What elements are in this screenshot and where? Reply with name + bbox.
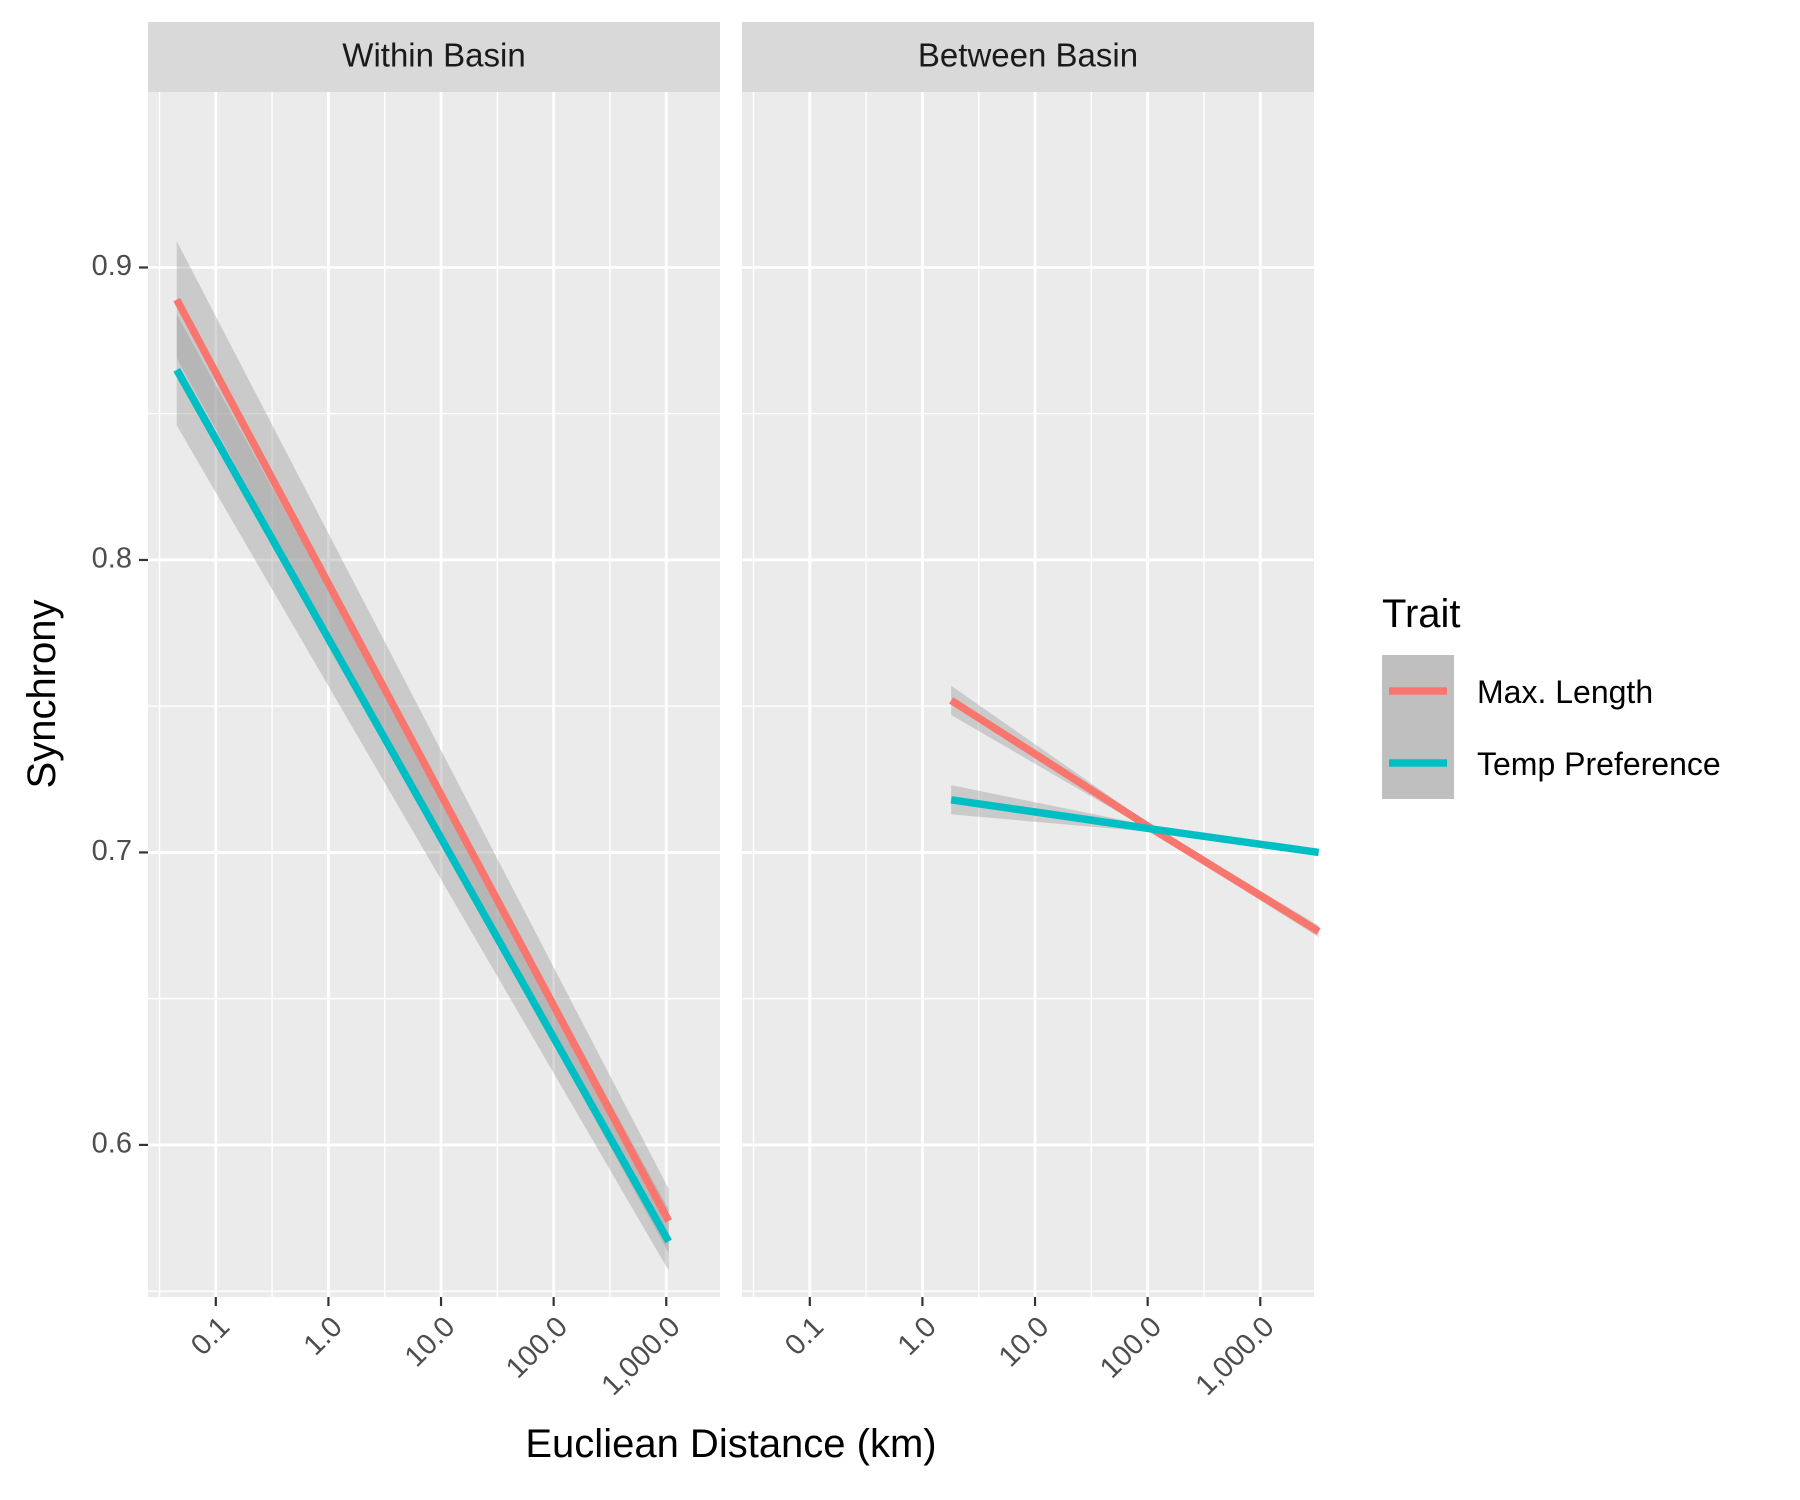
y-tick-label: 0.6 bbox=[92, 1128, 132, 1160]
legend-label-temp-preference: Temp Preference bbox=[1477, 746, 1721, 782]
legend-key-background bbox=[1382, 655, 1454, 799]
strip-title-within-basin: Within Basin bbox=[342, 37, 525, 74]
legend: Trait Max. Length Temp Preference bbox=[1382, 592, 1721, 799]
x-axis-between-basin: 0.1 1.0 10.0 100.0 1,000.0 bbox=[779, 1297, 1281, 1402]
x-tick-label: 100.0 bbox=[500, 1311, 574, 1385]
confidence-ribbon-max-length bbox=[176, 241, 669, 1254]
x-tick-label: 0.1 bbox=[779, 1311, 830, 1362]
strip-between-basin bbox=[742, 22, 1314, 92]
y-tick-label: 0.7 bbox=[92, 835, 132, 867]
y-tick-label: 0.9 bbox=[92, 250, 132, 282]
y-axis-title: Synchrony bbox=[20, 600, 64, 789]
strip-within-basin bbox=[148, 22, 720, 92]
y-tick-label: 0.8 bbox=[92, 543, 132, 575]
panel-between-basin: Between Basin bbox=[742, 22, 1321, 1297]
gridlines-within-basin bbox=[148, 92, 720, 1297]
x-tick-label: 1.0 bbox=[298, 1311, 349, 1362]
plot-area-between-basin bbox=[742, 92, 1314, 1297]
legend-label-max-length: Max. Length bbox=[1477, 674, 1653, 710]
legend-title: Trait bbox=[1382, 592, 1461, 636]
x-axis-within-basin: 0.1 1.0 10.0 100.0 1,000.0 bbox=[185, 1297, 687, 1402]
x-tick-label: 100.0 bbox=[1094, 1311, 1168, 1385]
panel-within-basin: Within Basin bbox=[148, 22, 720, 1297]
gridlines-between-basin bbox=[742, 92, 1314, 1297]
series-line-temp-preference bbox=[173, 368, 672, 1244]
x-tick-label: 0.1 bbox=[185, 1311, 236, 1362]
plot-area-within-basin bbox=[148, 92, 720, 1297]
x-tick-label: 1,000.0 bbox=[1190, 1311, 1281, 1402]
x-tick-label: 1.0 bbox=[892, 1311, 943, 1362]
y-axis: 0.6 0.7 0.8 0.9 bbox=[92, 250, 148, 1160]
confidence-ribbon-temp-preference bbox=[176, 314, 669, 1271]
strip-title-between-basin: Between Basin bbox=[918, 37, 1138, 74]
lines-between-basin bbox=[949, 697, 1321, 935]
ribbons-within-basin bbox=[176, 241, 669, 1271]
x-axis-title: Eucliean Distance (km) bbox=[525, 1422, 936, 1466]
x-tick-label: 10.0 bbox=[993, 1311, 1056, 1374]
series-line-max-length bbox=[173, 297, 672, 1223]
lines-within-basin bbox=[173, 297, 672, 1244]
series-line-temp-preference bbox=[950, 796, 1320, 857]
x-tick-label: 1,000.0 bbox=[596, 1311, 687, 1402]
x-tick-label: 10.0 bbox=[399, 1311, 462, 1374]
